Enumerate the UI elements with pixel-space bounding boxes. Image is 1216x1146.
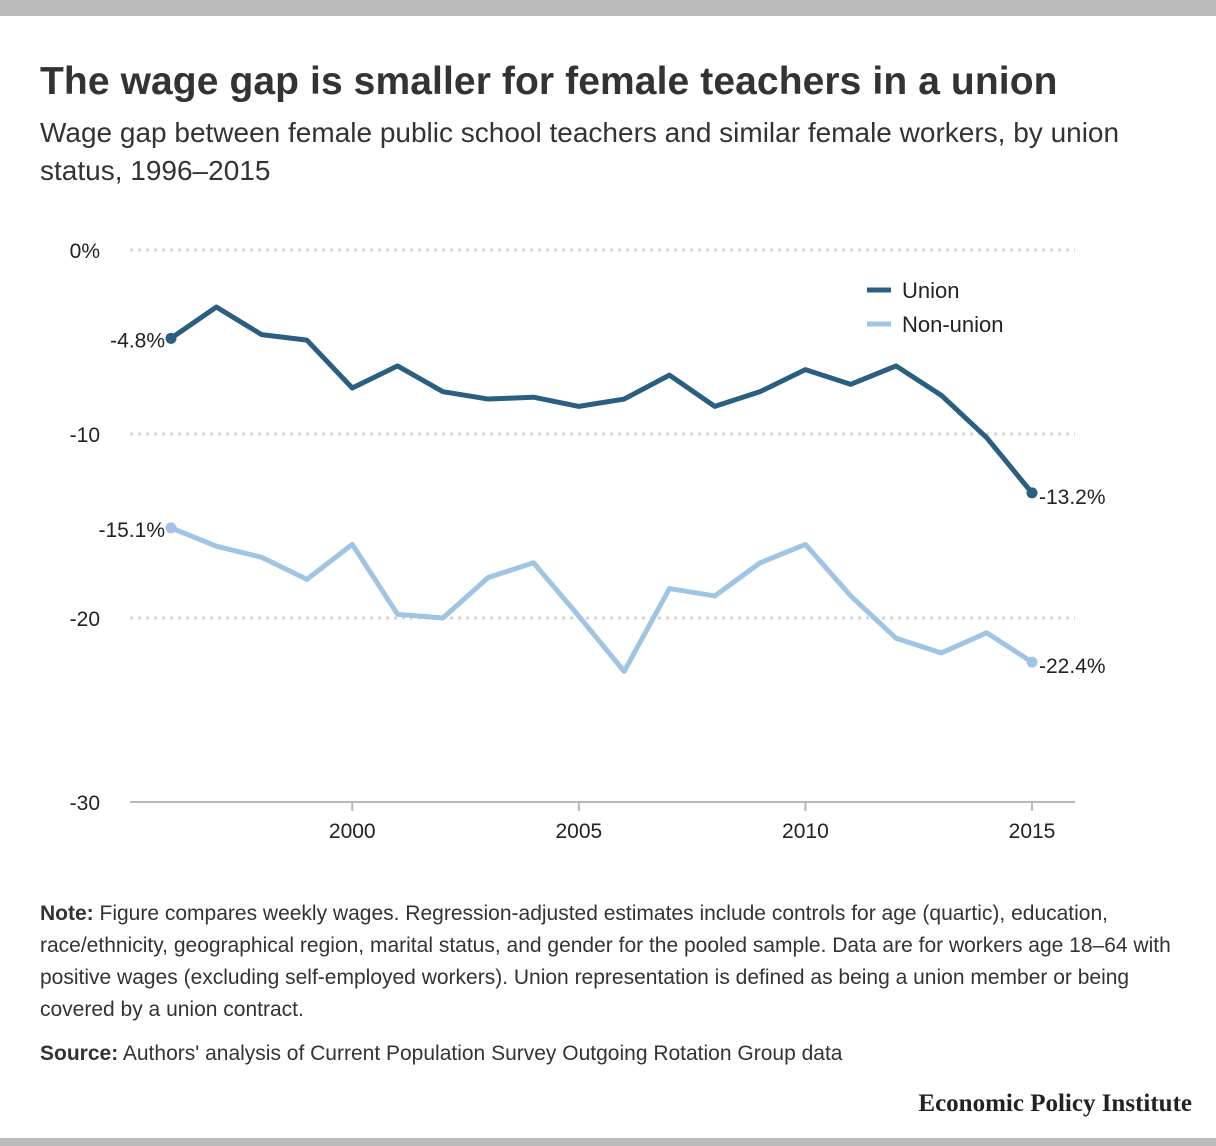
chart-source: Source: Authors' analysis of Current Pop…: [40, 1038, 1180, 1070]
series-end-label-union: -13.2%: [1039, 486, 1106, 509]
y-tick-label-0: 0%: [70, 240, 100, 263]
note-text: Figure compares weekly wages. Regression…: [40, 902, 1171, 1021]
source-text: Authors' analysis of Current Population …: [118, 1042, 843, 1065]
series-line-union: [168, 304, 1035, 496]
source-label: Source:: [40, 1042, 119, 1065]
epi-logo: Economic Policy Institute: [918, 1090, 1192, 1117]
y-tick-label-1: -10: [70, 424, 100, 447]
chart-subtitle: Wage gap between female public school te…: [40, 117, 1120, 186]
series-end-label-non-union: -22.4%: [1039, 655, 1106, 678]
note-label: Note:: [40, 902, 94, 925]
chart-note: Note: Figure compares weekly wages. Regr…: [40, 898, 1180, 1026]
series-end-point-non-union: [1026, 656, 1038, 668]
series-start-label-non-union: -15.1%: [98, 519, 165, 542]
series-end-point-union: [1026, 487, 1038, 499]
x-tick-label-2: 2010: [782, 820, 829, 843]
x-tick-label-1: 2005: [555, 820, 602, 843]
x-tick-label-0: 2000: [329, 820, 376, 843]
x-tick-label-3: 2015: [1009, 820, 1056, 843]
series-start-point-non-union: [165, 522, 177, 534]
bottom-border: [0, 1138, 1216, 1146]
top-border: [0, 0, 1216, 16]
series-line-non-union: [168, 525, 1035, 674]
legend-label-non-union: Non-union: [902, 312, 1004, 337]
line-chart: 0% -10 -20 -30 2000 2005 2010 2015 -4.8% -13.2% -1…: [70, 240, 1106, 843]
series-start-point-union: [165, 332, 177, 344]
y-tick-label-3: -30: [70, 792, 100, 815]
series-start-label-union: -4.8%: [110, 329, 165, 352]
chart-title: The wage gap is smaller for female teach…: [40, 60, 1058, 103]
y-tick-label-2: -20: [70, 608, 100, 631]
legend-label-union: Union: [902, 278, 959, 303]
